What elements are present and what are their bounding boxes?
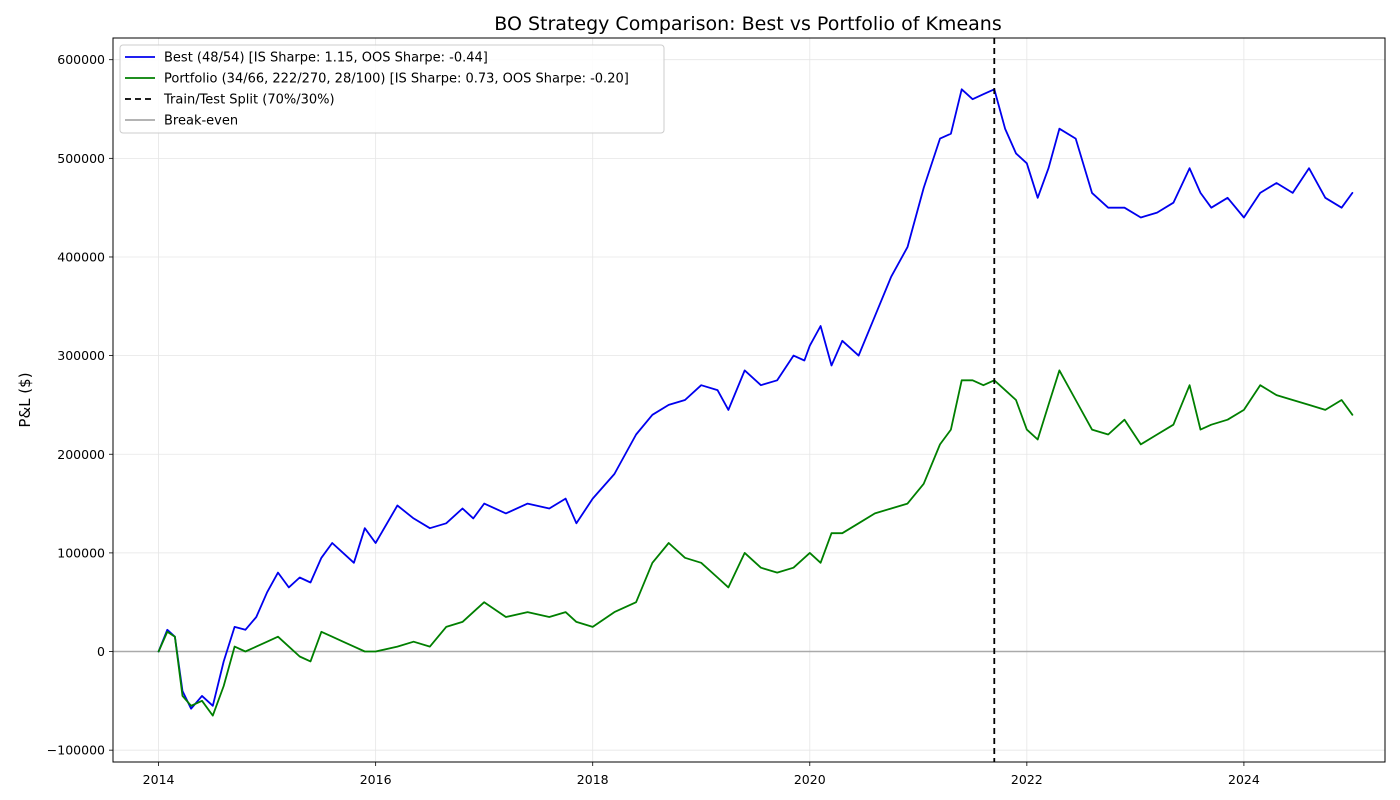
legend-entry-label: Break-even bbox=[164, 114, 238, 129]
x-tick-label: 2018 bbox=[577, 772, 609, 787]
y-axis-label: P&L ($) bbox=[16, 372, 34, 427]
y-tick-label: 400000 bbox=[57, 249, 105, 264]
legend: Best (48/54) [IS Sharpe: 1.15, OOS Sharp… bbox=[119, 44, 665, 134]
plot-frame bbox=[112, 37, 1386, 763]
legend-box bbox=[119, 44, 665, 134]
legend-entry-label: Best (48/54) [IS Sharpe: 1.15, OOS Sharp… bbox=[164, 51, 488, 66]
y-axis-ticks: −100000 0 100000 200000 300000 400000 500000 60… bbox=[47, 52, 113, 758]
grid-lines bbox=[113, 38, 1385, 762]
x-tick-label: 2020 bbox=[794, 772, 826, 787]
y-tick-label: 100000 bbox=[57, 545, 105, 560]
series-line-portfolio bbox=[157, 369, 1354, 717]
series-lines bbox=[157, 88, 1354, 717]
y-tick-label: 200000 bbox=[57, 447, 105, 462]
x-axis-ticks: 2014 2016 2018 2020 2022 2024 bbox=[143, 762, 1260, 787]
series-line-best bbox=[157, 88, 1354, 710]
x-tick-label: 2022 bbox=[1011, 772, 1043, 787]
y-tick-label: 500000 bbox=[57, 151, 105, 166]
x-tick-label: 2024 bbox=[1228, 772, 1260, 787]
y-tick-label: −100000 bbox=[47, 743, 105, 758]
y-tick-label: 0 bbox=[97, 644, 105, 659]
y-tick-label: 300000 bbox=[57, 348, 105, 363]
x-tick-label: 2016 bbox=[360, 772, 392, 787]
legend-entry-label: Portfolio (34/66, 222/270, 28/100) [IS S… bbox=[164, 72, 629, 87]
plot-area bbox=[113, 38, 1385, 762]
legend-entry-label: Train/Test Split (70%/30%) bbox=[163, 93, 335, 108]
x-tick-label: 2014 bbox=[143, 772, 175, 787]
y-tick-label: 600000 bbox=[57, 52, 105, 67]
chart-title: BO Strategy Comparison: Best vs Portfoli… bbox=[494, 13, 1001, 35]
